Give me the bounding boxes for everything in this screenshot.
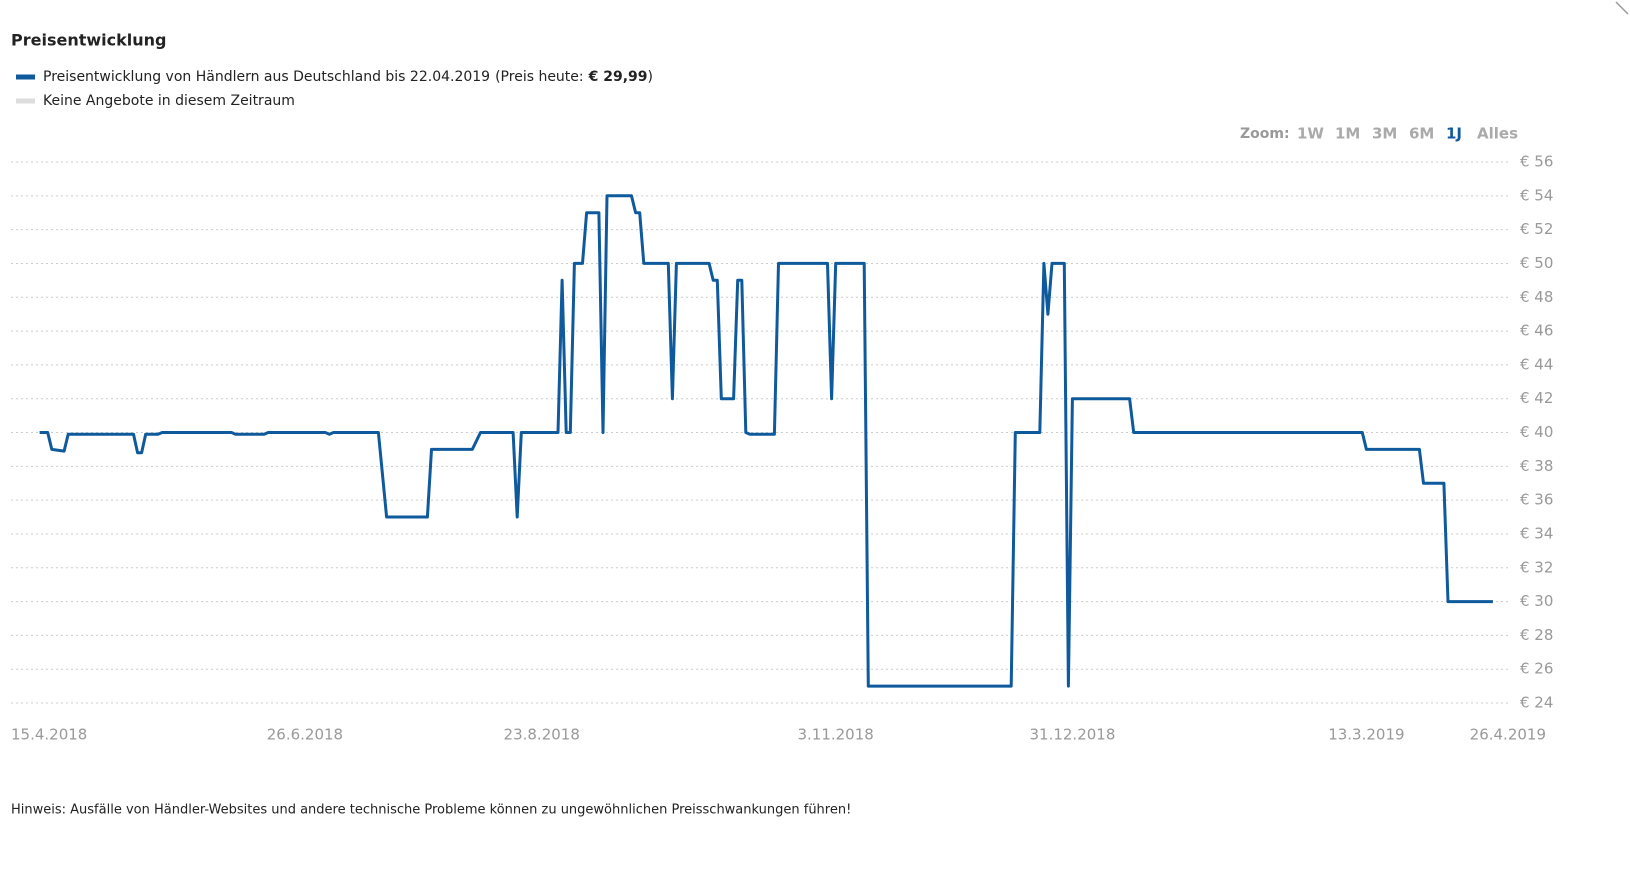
legend-swatch [16, 74, 35, 80]
y-tick-label: € 34 [1520, 524, 1553, 542]
y-tick-label: € 28 [1520, 626, 1553, 644]
y-tick-label: € 50 [1520, 254, 1553, 272]
x-tick-label: 13.3.2019 [1328, 726, 1404, 744]
note: Hinweis: Ausfälle von Händler-Websites u… [11, 803, 851, 818]
x-tick-label: 15.4.2018 [11, 726, 87, 744]
legend-note: ) [648, 69, 653, 85]
x-tick-label: 26.4.2019 [1470, 726, 1546, 744]
y-tick-label: € 48 [1520, 288, 1553, 306]
zoom-button[interactable]: 6M [1409, 125, 1434, 143]
y-tick-label: € 38 [1520, 457, 1553, 475]
y-tick-label: € 24 [1520, 694, 1553, 712]
y-tick-label: € 44 [1520, 355, 1553, 373]
x-tick-label: 31.12.2018 [1029, 726, 1115, 744]
chart-title: Preisentwicklung [11, 31, 166, 50]
legend-entry: Keine Angebote in diesem Zeitraum [43, 93, 295, 109]
legend-entry: Preisentwicklung von Händlern aus Deutsc… [43, 69, 653, 85]
y-tick-label: € 56 [1520, 153, 1553, 171]
price-line [39, 194, 1493, 688]
y-tick-label: € 52 [1520, 220, 1553, 238]
y-tick-label: € 32 [1520, 558, 1553, 576]
x-tick-label: 26.6.2018 [267, 726, 343, 744]
legend-label: Preisentwicklung von Händlern aus Deutsc… [43, 69, 490, 85]
x-tick-label: 3.11.2018 [797, 726, 873, 744]
zoom-button[interactable]: 1J [1446, 125, 1462, 143]
y-tick-label: € 40 [1520, 423, 1553, 441]
y-tick-label: € 36 [1520, 491, 1553, 509]
zoom-button[interactable]: 1M [1335, 125, 1360, 143]
legend-note: (Preis heute: [495, 69, 584, 85]
zoom-button[interactable]: Alles [1477, 125, 1518, 143]
y-tick-label: € 26 [1520, 660, 1553, 678]
y-tick-label: € 54 [1520, 186, 1553, 204]
zoom-button[interactable]: 3M [1372, 125, 1397, 143]
price-today: € 29,99 [588, 69, 648, 85]
close-icon[interactable] [1615, 1, 1629, 15]
zoom-button[interactable]: 1W [1297, 125, 1324, 143]
y-tick-label: € 46 [1520, 322, 1553, 340]
zoom-label: Zoom: [1240, 126, 1290, 142]
y-tick-label: € 30 [1520, 592, 1553, 610]
y-tick-label: € 42 [1520, 389, 1553, 407]
legend-swatch [16, 98, 35, 104]
x-tick-label: 23.8.2018 [504, 726, 580, 744]
legend-label: Keine Angebote in diesem Zeitraum [43, 93, 295, 109]
